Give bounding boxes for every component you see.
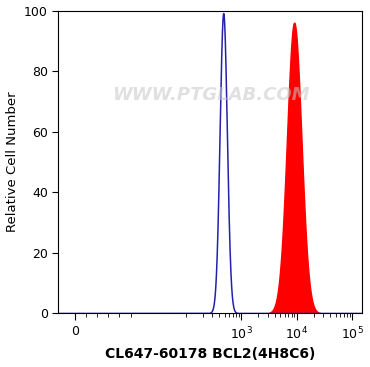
Y-axis label: Relative Cell Number: Relative Cell Number [6, 92, 18, 232]
Text: WWW.PTGLAB.COM: WWW.PTGLAB.COM [112, 86, 309, 104]
X-axis label: CL647-60178 BCL2(4H8C6): CL647-60178 BCL2(4H8C6) [105, 348, 316, 361]
